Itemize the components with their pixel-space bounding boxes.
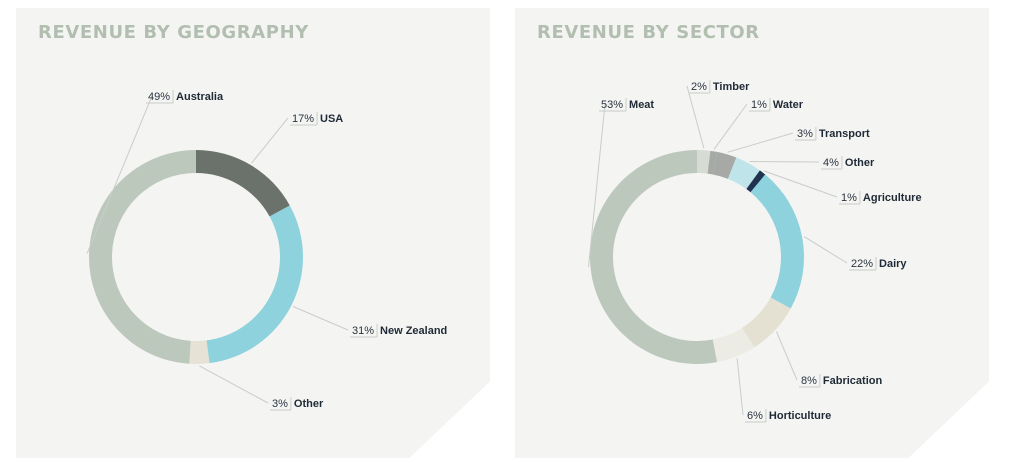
sector-label-other: 4% Other — [821, 156, 875, 170]
geo-slice-usa — [196, 150, 290, 217]
sector-label-fabrication-percent: 8% — [801, 375, 817, 387]
geo-label-other: 3% Other — [270, 397, 324, 411]
geo-label-usa: 17% USA — [290, 112, 343, 126]
geo-leader-australia — [86, 95, 153, 254]
sector-label-timber-percent: 2% — [691, 81, 707, 93]
geo-label-usa-percent: 17% — [292, 113, 314, 125]
geography-panel: REVENUE BY GEOGRAPHY 17% USA 31% New Zealan… — [16, 8, 490, 458]
sector-leader-fabrication — [775, 331, 798, 381]
geo-label-australia: 49% Australia — [146, 90, 224, 104]
sector-label-meat: 53% Meat — [599, 98, 654, 112]
sector-label-transport-percent: 3% — [797, 128, 813, 140]
sector-title: REVENUE BY SECTOR — [537, 22, 760, 43]
sector-label-transport: 3% Transport — [795, 127, 870, 141]
sector-slice-dairy — [750, 174, 804, 309]
sector-slice-horticulture — [712, 327, 755, 363]
sector-label-agriculture-percent: 1% — [841, 192, 857, 204]
sector-label-water-name: Water — [773, 99, 804, 111]
geography-title: REVENUE BY GEOGRAPHY — [38, 22, 309, 43]
geo-label-other-name: Other — [294, 398, 324, 410]
sector-label-fabrication-name: Fabrication — [823, 375, 883, 387]
geo-label-usa-name: USA — [320, 113, 343, 125]
sector-label-fabrication: 8% Fabrication — [799, 374, 883, 388]
sector-label-meat-percent: 53% — [601, 99, 623, 111]
sector-leader-transport — [727, 132, 794, 153]
geo-label-australia-name: Australia — [176, 91, 224, 103]
geo-leader-new-zealand — [292, 306, 349, 331]
sector-panel: REVENUE BY SECTOR 2% Timber 1% Water 3% Trans… — [515, 8, 989, 458]
sector-label-agriculture: 1% Agriculture — [839, 191, 922, 205]
geo-slice-new-zealand — [206, 205, 303, 364]
sector-slice-transport — [712, 151, 737, 179]
sector-label-dairy-percent: 22% — [851, 258, 873, 270]
sector-slice-other — [727, 157, 760, 190]
sector-label-horticulture-percent: 6% — [747, 410, 763, 422]
sector-label-horticulture-name: Horticulture — [769, 410, 831, 422]
sector-label-water: 1% Water — [749, 98, 804, 112]
sector-label-other-percent: 4% — [823, 157, 839, 169]
geo-label-new-zealand: 31% New Zealand — [350, 324, 447, 338]
sector-slice-fabrication — [742, 297, 791, 348]
geo-label-new-zealand-name: New Zealand — [380, 325, 447, 337]
sector-slice-agriculture — [746, 170, 766, 193]
sector-leader-dairy — [803, 236, 848, 264]
geo-slice-other — [189, 340, 210, 364]
sector-slice-water — [707, 150, 718, 175]
sector-leader-water — [713, 103, 748, 150]
sector-label-timber: 2% Timber — [689, 80, 750, 94]
sector-label-other-name: Other — [845, 157, 875, 169]
sector-leader-agriculture — [763, 170, 838, 198]
sector-leader-timber — [686, 85, 705, 149]
sector-label-agriculture-name: Agriculture — [863, 192, 922, 204]
sector-label-dairy-name: Dairy — [879, 258, 907, 270]
sector-label-timber-name: Timber — [713, 81, 750, 93]
sector-slice-timber — [697, 150, 711, 174]
geo-label-australia-percent: 49% — [148, 91, 170, 103]
sector-label-horticulture: 6% Horticulture — [745, 409, 831, 423]
sector-label-transport-name: Transport — [819, 128, 870, 140]
geo-label-other-percent: 3% — [272, 398, 288, 410]
sector-leader-other — [749, 160, 820, 163]
sector-label-dairy: 22% Dairy — [849, 257, 907, 271]
geo-leader-other — [199, 365, 269, 404]
sector-leader-horticulture — [736, 358, 744, 416]
sector-label-meat-name: Meat — [629, 99, 654, 111]
geo-slice-australia — [89, 150, 196, 364]
geo-label-new-zealand-percent: 31% — [352, 325, 374, 337]
sector-slice-meat — [590, 150, 718, 364]
sector-label-water-percent: 1% — [751, 99, 767, 111]
sector-leader-meat — [587, 103, 606, 268]
geography-donut-chart: 17% USA 31% New Zealand 3% Other 49% Australia — [86, 90, 447, 411]
geo-leader-usa — [251, 117, 289, 164]
